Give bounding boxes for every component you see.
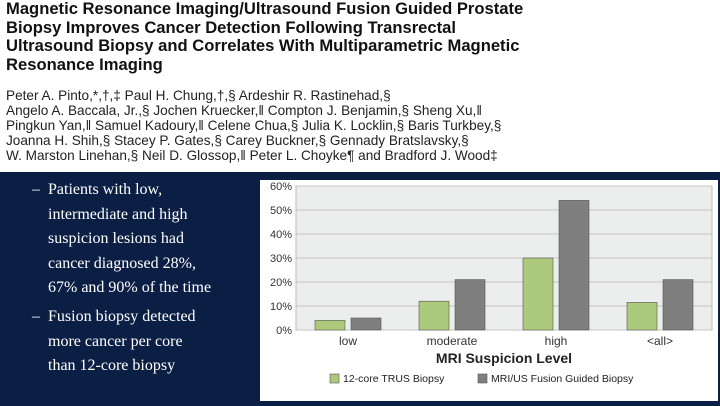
y-tick-label: 50% — [270, 205, 292, 217]
x-tick-label: moderate — [427, 334, 478, 348]
bullet-text: Fusion biopsy detected more cancer per c… — [48, 305, 258, 379]
bars — [314, 200, 694, 331]
bar-chart-svg: 0% 10% 20% 30% 40% 50% 60% low moderate high <all… — [270, 181, 713, 385]
author-line: Pingkun Yan,‖ Samuel Kadoury,‖ Celene Ch… — [6, 117, 502, 133]
author-list: Peter A. Pinto,*,†,‡ Paul H. Chung,†,§ A… — [6, 88, 718, 164]
x-tick-label: high — [545, 334, 568, 348]
bullet-line: cancer diagnosed 28%, — [48, 254, 196, 272]
bullet-line: suspicion lesions had — [48, 230, 184, 248]
title-line: Biopsy Improves Cancer Detection Followi… — [6, 17, 456, 37]
legend-label: MRI/US Fusion Guided Biopsy — [491, 373, 634, 385]
author-line: Angelo A. Baccala, Jr.,§ Jochen Kruecker… — [6, 102, 482, 118]
bar — [454, 279, 486, 331]
bar — [662, 279, 694, 331]
legend: 12-core TRUS Biopsy MRI/US Fusion Guided … — [329, 373, 634, 385]
y-tick-label: 30% — [270, 253, 292, 265]
bar-chart: 0% 10% 20% 30% 40% 50% 60% low moderate high <all… — [260, 180, 718, 401]
x-tick-label: low — [339, 334, 357, 348]
author-line: W. Marston Linehan,§ Neil D. Glossop,‖ P… — [6, 147, 498, 163]
bar — [558, 200, 590, 331]
x-axis-ticks: low moderate high <all> — [339, 334, 673, 348]
bullet-line: than 12-core biopsy — [48, 357, 176, 375]
bar — [314, 320, 346, 331]
y-tick-label: 40% — [270, 229, 292, 241]
article-title: Magnetic Resonance Imaging/Ultrasound Fu… — [6, 0, 718, 74]
y-tick-label: 60% — [270, 181, 292, 193]
x-tick-label: <all> — [647, 334, 673, 348]
y-tick-label: 20% — [270, 277, 292, 289]
bar — [418, 300, 450, 331]
article-header: Magnetic Resonance Imaging/Ultrasound Fu… — [0, 0, 720, 172]
bar — [522, 257, 554, 331]
title-line: Magnetic Resonance Imaging/Ultrasound Fu… — [6, 0, 524, 18]
bar — [626, 302, 658, 331]
bullet-line: Fusion biopsy detected — [48, 308, 196, 325]
bullet-line: 67% and 90% of the time — [48, 279, 212, 297]
legend-swatch — [477, 373, 488, 384]
y-tick-label: 0% — [276, 325, 292, 337]
y-axis-ticks: 0% 10% 20% 30% 40% 50% 60% — [270, 181, 292, 337]
bar — [350, 317, 382, 331]
bullet-marker: – — [32, 181, 40, 198]
y-tick-label: 10% — [270, 301, 292, 313]
bullet-text: Patients with low, intermediate and high… — [48, 178, 258, 301]
legend-swatch — [329, 373, 340, 384]
legend-label: 12-core TRUS Biopsy — [343, 373, 445, 385]
title-line: Resonance Imaging — [6, 54, 163, 74]
author-line: Joanna H. Shih,§ Stacey P. Gates,§ Carey… — [6, 132, 469, 148]
bullet-line: Patients with low, — [48, 181, 163, 198]
x-axis-label: MRI Suspicion Level — [436, 350, 572, 366]
bullet-marker: – — [32, 308, 40, 325]
bullet-line: more cancer per core — [48, 332, 183, 350]
title-line: Ultrasound Biopsy and Correlates With Mu… — [6, 36, 520, 56]
author-line: Peter A. Pinto,*,†,‡ Paul H. Chung,†,§ A… — [6, 88, 391, 103]
bullet-line: intermediate and high — [48, 205, 188, 223]
